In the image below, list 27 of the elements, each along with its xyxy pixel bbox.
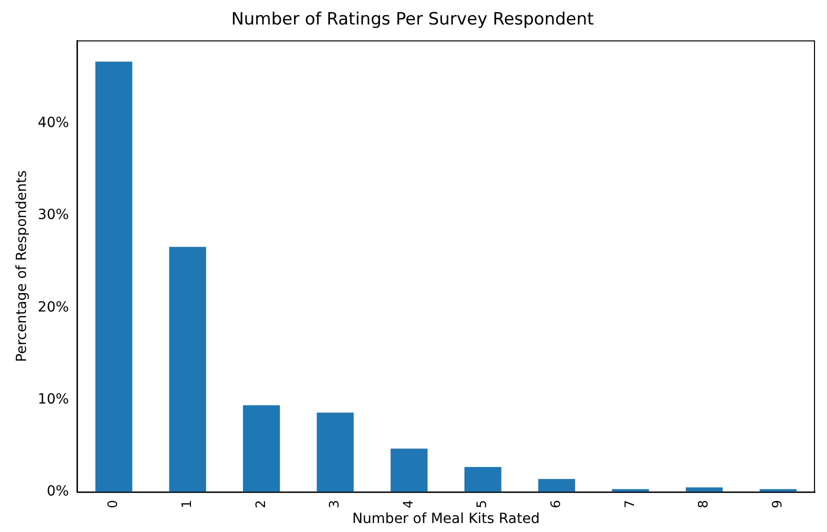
y-tick-label: 0% [46, 484, 69, 500]
x-tick-label: 1 [180, 500, 196, 508]
bar [538, 479, 576, 492]
y-axis-title: Percentage of Respondents [14, 170, 30, 362]
x-tick-label: 3 [328, 500, 343, 508]
bar [760, 489, 797, 492]
bar [316, 412, 354, 492]
bar [612, 489, 649, 492]
x-tick-label: 2 [254, 500, 269, 508]
bar [390, 448, 428, 492]
x-tick-label: 8 [696, 500, 712, 508]
y-tick-label: 20% [38, 299, 69, 316]
y-tick-label: 40% [38, 114, 69, 131]
x-tick-label: 5 [475, 500, 490, 508]
bar [464, 467, 502, 492]
x-axis-title: Number of Meal Kits Rated [352, 511, 540, 528]
bar [95, 62, 132, 492]
bar [169, 246, 206, 492]
x-tick-label: 4 [401, 500, 416, 508]
x-tick-label: 9 [770, 500, 786, 508]
x-tick-label: 0 [106, 500, 122, 508]
y-tick-label: 30% [38, 207, 69, 224]
chart-title: Number of Ratings Per Survey Respondent [231, 10, 594, 30]
x-tick-label: 7 [622, 500, 638, 508]
bar [242, 405, 280, 492]
y-tick-label: 10% [38, 391, 69, 408]
x-tick-label: 6 [549, 500, 564, 508]
